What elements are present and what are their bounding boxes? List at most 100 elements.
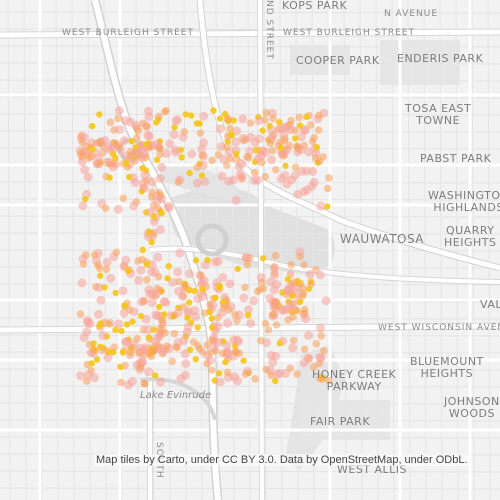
heat-point bbox=[245, 312, 252, 319]
heat-point bbox=[317, 332, 326, 340]
label-west-burleigh-right: WEST BURLEIGH STREET bbox=[283, 28, 415, 38]
ramp-south bbox=[139, 377, 217, 421]
heat-point bbox=[181, 358, 191, 368]
heat-point bbox=[208, 343, 218, 353]
heat-point bbox=[88, 360, 95, 367]
heat-point bbox=[186, 287, 193, 294]
heat-point bbox=[296, 122, 304, 129]
heat-point bbox=[197, 144, 207, 154]
heat-point bbox=[156, 150, 164, 158]
heat-point bbox=[315, 111, 323, 120]
heat-point bbox=[231, 137, 241, 147]
heatmap-layer bbox=[75, 106, 333, 390]
label-enderis-park: ENDERIS PARK bbox=[397, 52, 484, 65]
heat-point bbox=[98, 331, 108, 340]
heat-point bbox=[325, 174, 333, 182]
heat-point bbox=[186, 299, 193, 306]
heat-point bbox=[118, 327, 125, 335]
label-wauwatosa: WAUWATOSA bbox=[340, 232, 425, 246]
heat-point bbox=[210, 257, 220, 267]
heat-point bbox=[112, 326, 119, 334]
heat-point bbox=[301, 305, 309, 314]
heat-point bbox=[117, 363, 124, 371]
heat-point bbox=[163, 201, 173, 211]
heat-point bbox=[208, 366, 216, 374]
heat-point bbox=[155, 303, 163, 311]
heat-point bbox=[155, 174, 165, 183]
heat-point bbox=[276, 119, 283, 126]
heat-point bbox=[94, 261, 102, 269]
road-north-south bbox=[258, 0, 264, 500]
heat-point bbox=[122, 337, 131, 347]
heat-point bbox=[260, 255, 267, 262]
heat-point bbox=[242, 252, 251, 262]
heat-point bbox=[223, 318, 233, 328]
heat-point bbox=[258, 146, 268, 156]
heat-point bbox=[129, 339, 139, 349]
heat-point bbox=[152, 289, 162, 298]
heat-point bbox=[296, 132, 306, 142]
heat-point bbox=[148, 346, 157, 355]
minor-street bbox=[0, 215, 500, 218]
heat-point bbox=[157, 194, 167, 204]
heat-point bbox=[82, 195, 89, 203]
heat-point bbox=[279, 130, 289, 140]
heat-point bbox=[96, 322, 103, 330]
heat-point bbox=[174, 178, 183, 186]
heat-point bbox=[287, 261, 296, 269]
heat-point bbox=[123, 160, 130, 167]
label-valley: VALL bbox=[480, 298, 500, 311]
heat-point bbox=[295, 113, 304, 122]
heat-point bbox=[243, 260, 252, 269]
minor-street bbox=[0, 96, 500, 99]
heat-point bbox=[165, 139, 175, 149]
heat-point bbox=[79, 132, 89, 142]
heat-point bbox=[214, 338, 224, 347]
heat-point bbox=[157, 162, 167, 172]
heat-point bbox=[299, 187, 309, 197]
heat-point bbox=[140, 379, 148, 388]
heat-point bbox=[309, 177, 319, 187]
heat-point bbox=[281, 368, 291, 378]
heat-point bbox=[183, 306, 193, 316]
map-attribution: Map tiles by Carto, under CC BY 3.0. Dat… bbox=[94, 454, 470, 466]
heat-point bbox=[300, 345, 309, 354]
minor-street bbox=[279, 0, 283, 500]
label-honey-creek-parkway: HONEY CREEK PARKWAY bbox=[312, 368, 397, 393]
heat-point bbox=[134, 275, 144, 285]
label-washington-highlands: WASHINGTON HIGHLANDS bbox=[428, 189, 500, 214]
heat-point bbox=[145, 289, 155, 299]
heat-point bbox=[102, 265, 111, 274]
heat-point bbox=[169, 130, 179, 140]
heat-point bbox=[136, 265, 146, 275]
heat-point bbox=[241, 370, 250, 378]
label-kops-park: KOPS PARK bbox=[282, 0, 348, 12]
heat-point bbox=[250, 168, 259, 177]
heat-point bbox=[178, 291, 188, 301]
heat-point bbox=[129, 318, 136, 325]
minor-street bbox=[471, 0, 475, 500]
heat-point bbox=[200, 176, 210, 186]
heat-point bbox=[239, 293, 249, 303]
label-fair-park: FAIR PARK bbox=[310, 415, 371, 428]
heat-point bbox=[273, 369, 282, 379]
heat-point bbox=[93, 356, 101, 363]
label-tosa-east-towne: TOSA EAST TOWNE bbox=[405, 102, 472, 127]
heat-point bbox=[193, 120, 201, 127]
road-freeway bbox=[92, 0, 221, 500]
heat-point bbox=[307, 280, 316, 288]
heat-point bbox=[198, 151, 207, 159]
minor-street bbox=[391, 0, 395, 500]
heat-point bbox=[106, 174, 113, 181]
minor-street bbox=[455, 0, 459, 500]
road-connector bbox=[149, 246, 500, 284]
heat-point bbox=[226, 124, 234, 133]
heat-point bbox=[246, 119, 255, 127]
label-west-allis: WEST ALLIS bbox=[337, 463, 408, 476]
heat-point bbox=[216, 142, 226, 152]
minor-street bbox=[375, 0, 379, 500]
heat-point bbox=[134, 257, 142, 265]
